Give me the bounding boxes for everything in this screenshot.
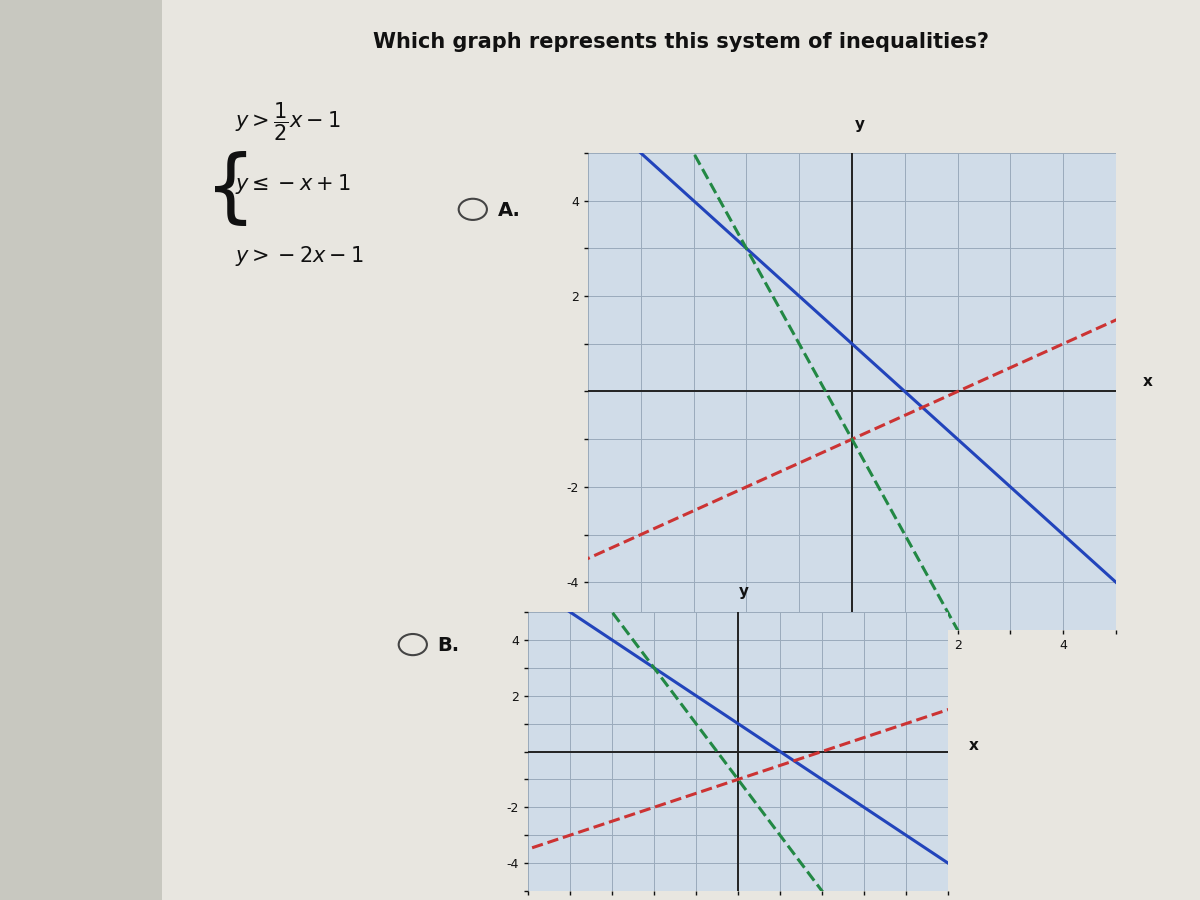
Text: x: x: [970, 738, 979, 753]
Text: $y > -2x - 1$: $y > -2x - 1$: [235, 245, 364, 268]
Text: $y \leq -x + 1$: $y \leq -x + 1$: [235, 173, 350, 196]
Text: A.: A.: [498, 201, 521, 220]
Text: y: y: [739, 584, 749, 599]
Text: x: x: [1142, 374, 1152, 390]
Text: B.: B.: [438, 636, 460, 655]
Text: Which graph represents this system of inequalities?: Which graph represents this system of in…: [373, 32, 989, 51]
Text: $\{$: $\{$: [204, 149, 247, 229]
Text: y: y: [854, 116, 865, 131]
Text: $y > \dfrac{1}{2}x - 1$: $y > \dfrac{1}{2}x - 1$: [235, 100, 341, 143]
